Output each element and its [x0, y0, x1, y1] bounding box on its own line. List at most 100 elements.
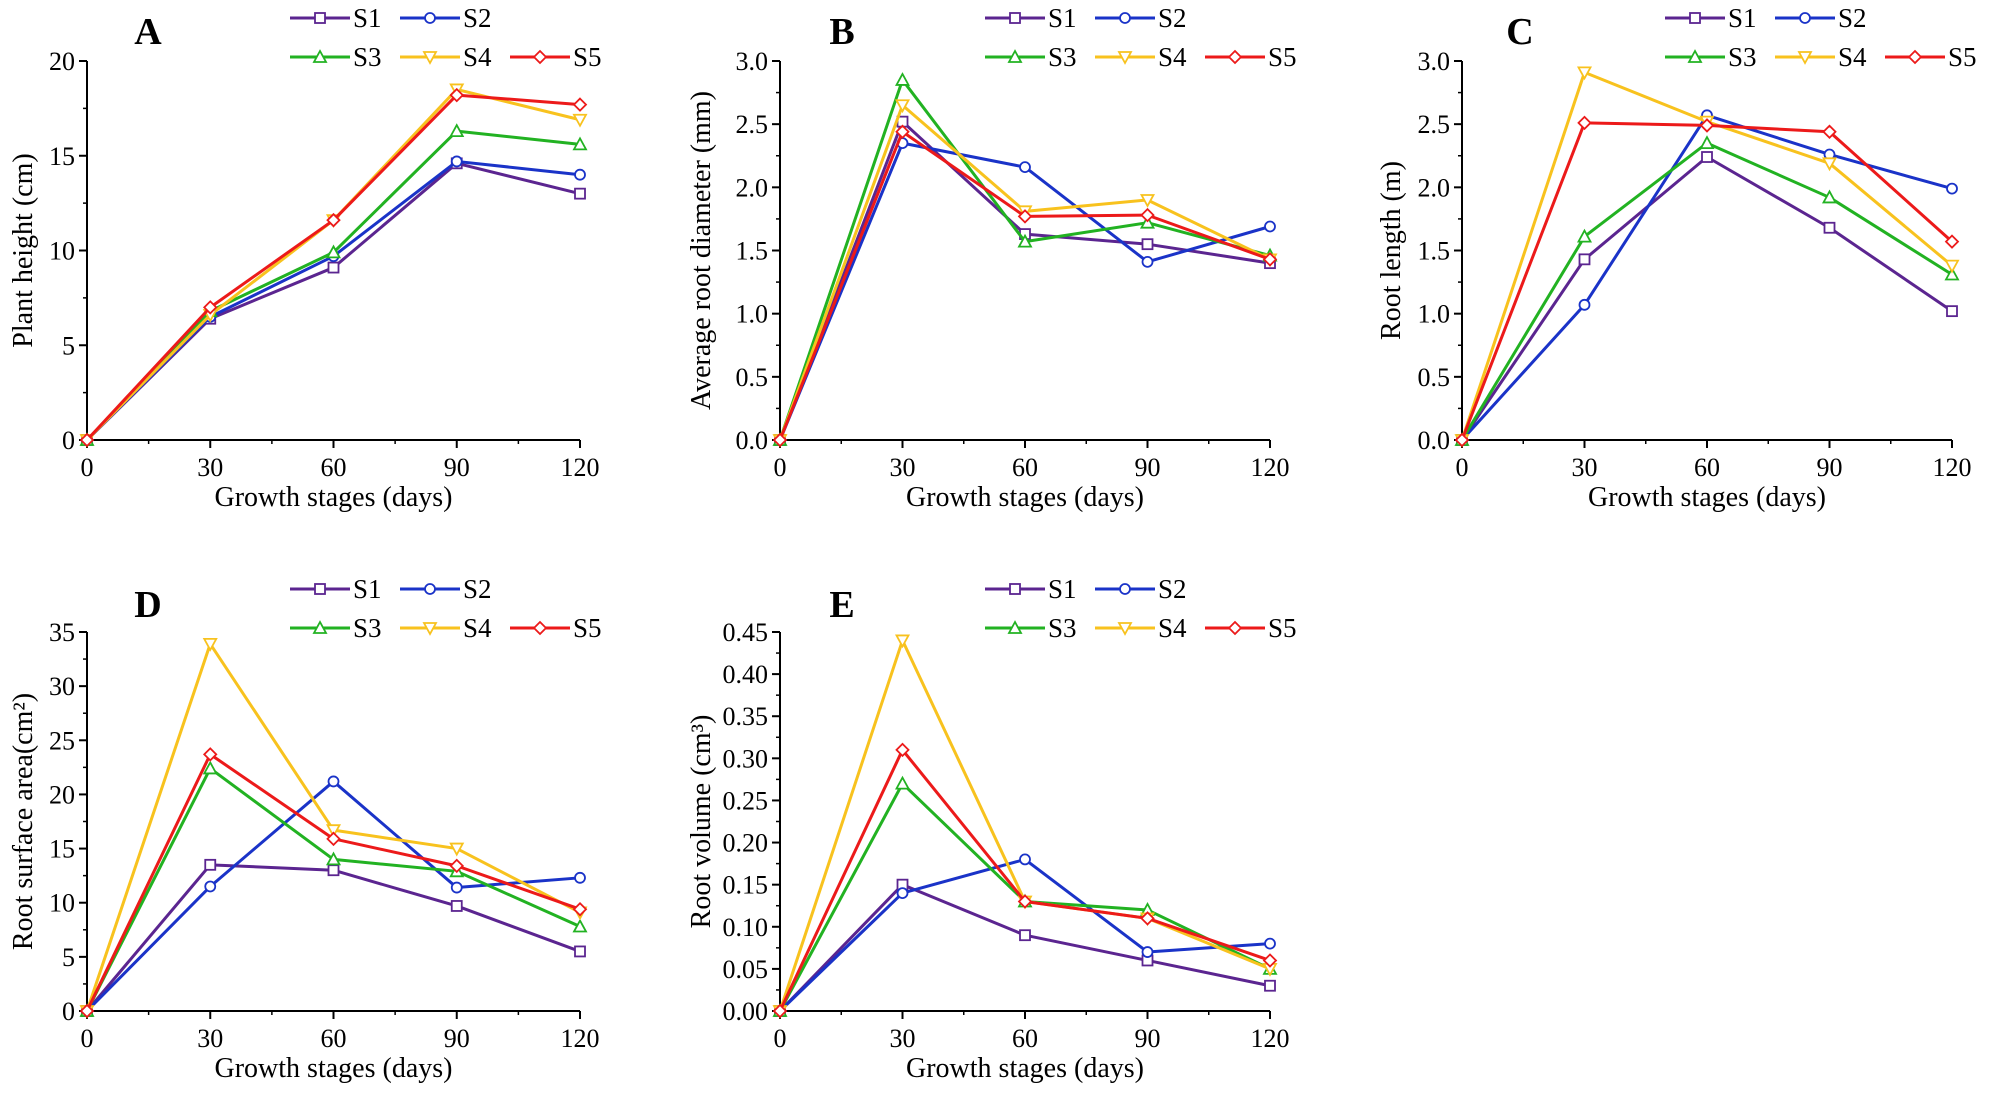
series-line-s1	[85, 161, 581, 442]
y-tick-label: 10	[49, 237, 75, 266]
data-point-s4	[1139, 194, 1156, 208]
x-tick-label: 120	[561, 453, 600, 482]
legend-label-s1: S1	[1048, 3, 1077, 33]
data-point-s1	[327, 864, 340, 877]
y-tick-label: 3.0	[1418, 47, 1451, 76]
series-line-s2	[778, 141, 1271, 441]
legend-label-s1: S1	[353, 574, 382, 604]
legend-label-s2: S2	[1838, 3, 1867, 33]
data-point-s5	[449, 858, 465, 874]
y-tick-label: 0.35	[723, 702, 769, 731]
legend: S1 S2 S3 S4 S5	[1665, 3, 1977, 72]
x-tick-label: 60	[1012, 1024, 1038, 1053]
x-tick-label: 60	[321, 1024, 347, 1053]
x-tick-label: 30	[197, 453, 223, 482]
data-point-s1	[450, 900, 463, 912]
data-point-s1	[327, 261, 340, 274]
legend-marker-s5	[1227, 620, 1243, 636]
data-point-s2	[1019, 853, 1031, 866]
x-tick-label: 30	[1572, 453, 1598, 482]
y-tick-label: 0.25	[723, 786, 769, 815]
data-point-s3	[894, 775, 911, 790]
legend-label-s5: S5	[1268, 42, 1297, 72]
data-point-s1	[1019, 929, 1031, 942]
panel-letter: A	[134, 11, 162, 53]
legend-marker-s1	[1009, 12, 1021, 24]
x-tick-label: 0	[1456, 453, 1469, 482]
data-point-s4	[449, 842, 465, 857]
legend-label-s5: S5	[1268, 613, 1297, 643]
data-point-s4	[894, 99, 911, 114]
data-point-s4	[1576, 66, 1593, 81]
y-tick-label: 2.5	[736, 110, 769, 139]
y-axis-label: Root surface area(cm²)	[8, 693, 39, 950]
legend-label-s2: S2	[463, 574, 492, 604]
y-axis-label: Root volume (cm³)	[686, 715, 717, 929]
x-tick-label: 0	[774, 453, 787, 482]
y-tick-label: 5	[62, 331, 75, 360]
x-tick-label: 120	[1251, 1024, 1290, 1053]
x-axis-label: Growth stages (days)	[1588, 482, 1826, 513]
panel-letter: D	[134, 584, 161, 626]
legend-marker-s4	[1117, 51, 1133, 65]
data-point-s5	[202, 300, 218, 315]
data-point-s1	[1823, 221, 1836, 234]
legend-marker-s4	[422, 51, 438, 65]
y-tick-label: 20	[49, 47, 75, 76]
y-tick-label: 0.10	[723, 913, 769, 942]
panel-letter: E	[829, 584, 854, 626]
data-point-s3	[1576, 228, 1593, 243]
legend-label-s3: S3	[353, 613, 382, 643]
data-point-s4	[1944, 259, 1960, 274]
series-line-s2	[85, 779, 581, 1013]
chart-panel-d: 0 5 10 15 20 25 30 35 0 30 60 90 120 Growth stages (d…	[8, 574, 602, 1084]
x-axis-label: Growth stages (days)	[215, 1053, 453, 1084]
x-tick-label: 120	[1251, 453, 1290, 482]
legend-marker-s4	[422, 622, 438, 636]
x-axis-label: Growth stages (days)	[215, 482, 453, 513]
y-tick-label: 1.5	[736, 237, 769, 266]
data-point-s5	[772, 432, 788, 448]
legend-label-s3: S3	[1728, 42, 1757, 72]
data-point-s1	[1946, 305, 1958, 318]
y-tick-label: 0.40	[723, 660, 769, 689]
series-line-s4	[778, 638, 1271, 1012]
data-point-s1	[574, 945, 586, 958]
series-line-s5	[778, 130, 1271, 441]
legend-label-s2: S2	[1158, 3, 1187, 33]
legend-marker-s4	[1117, 622, 1133, 636]
legend-marker-s2	[1119, 12, 1131, 24]
legend-marker-s3	[1687, 49, 1703, 63]
y-tick-label: 10	[49, 889, 75, 918]
data-point-s5	[895, 124, 910, 140]
x-tick-label: 90	[444, 453, 470, 482]
x-tick-label: 0	[774, 1024, 787, 1053]
y-tick-label: 0.0	[1418, 426, 1451, 455]
chart-panel-e: 0.00 0.05 0.10 0.15 0.20 0.25 0.30 0.35 0.40 0.45…	[686, 574, 1297, 1084]
legend-label-s3: S3	[1048, 42, 1077, 72]
data-point-s5	[79, 432, 95, 448]
legend-label-s4: S4	[463, 42, 492, 72]
data-point-s5	[326, 212, 341, 228]
data-point-s1	[1141, 238, 1154, 251]
panel-letter: C	[1506, 11, 1533, 53]
data-point-s1	[574, 187, 586, 200]
x-tick-label: 90	[1135, 453, 1161, 482]
data-point-s2	[450, 155, 463, 168]
data-point-s2	[327, 775, 340, 788]
legend-label-s4: S4	[1158, 42, 1187, 72]
data-point-s2	[1141, 946, 1154, 958]
legend-marker-s5	[1227, 49, 1243, 65]
x-tick-label: 60	[1012, 453, 1038, 482]
y-axis-label: Root length (m)	[1376, 161, 1407, 340]
data-point-s5	[1944, 234, 1960, 249]
x-tick-label: 90	[444, 1024, 470, 1053]
data-point-s5	[1699, 118, 1715, 133]
x-tick-label: 120	[1933, 453, 1972, 482]
y-tick-label: 20	[49, 780, 75, 809]
data-point-s2	[1019, 161, 1031, 174]
legend-label-s5: S5	[1948, 42, 1977, 72]
data-point-s5	[1454, 432, 1470, 448]
y-tick-label: 3.0	[736, 47, 769, 76]
